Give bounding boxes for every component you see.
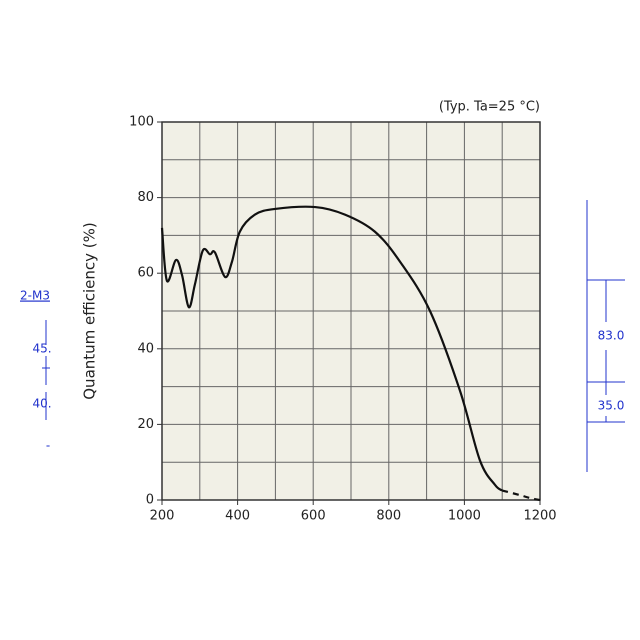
plot-frame	[161, 121, 541, 501]
annotation: -	[46, 439, 50, 453]
annotation: 2-M3	[20, 289, 50, 303]
series-line	[160, 205, 503, 492]
annotation: 83.0	[598, 329, 625, 343]
y-tick-label: 100	[129, 115, 154, 130]
x-tick-label: 1200	[523, 509, 556, 524]
y-tick-label: 80	[137, 190, 154, 205]
x-tick-label: 400	[225, 509, 250, 524]
annotation: 35.0	[598, 399, 625, 413]
y-tick-label: 20	[137, 417, 154, 432]
y-tick-label: 40	[137, 341, 154, 356]
x-tick-label: 1000	[448, 509, 481, 524]
y-axis-label: Quantum efficiency (%)	[81, 222, 99, 400]
annotation: 45.	[32, 342, 51, 356]
chart-title: (Typ. Ta=25 °C)	[439, 100, 540, 115]
x-tick-label: 800	[376, 509, 401, 524]
annotation: 40.	[32, 397, 51, 411]
dimension-lines	[42, 200, 625, 472]
y-tick-label: 60	[137, 266, 154, 281]
y-tick-label: 0	[146, 493, 154, 508]
x-tick-label: 600	[301, 509, 326, 524]
series-line	[501, 489, 541, 502]
x-tick-label: 200	[150, 509, 175, 524]
